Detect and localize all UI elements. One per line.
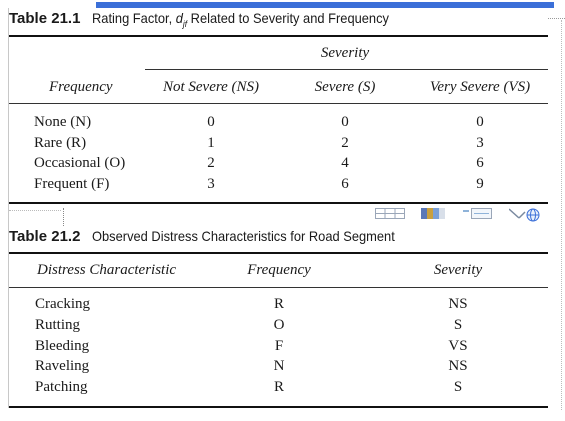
table2-caption: Observed Distress Characteristics for Ro… (92, 228, 396, 244)
table2-cell: S (453, 316, 463, 333)
table1-cell: 4 (341, 155, 349, 171)
table1-caption-b: Related to Severity and Frequency (187, 10, 390, 26)
table2-col-header: Frequency (247, 262, 311, 278)
table1-row-label: Frequent (F) (34, 175, 110, 192)
table1-cell: 3 (476, 134, 484, 151)
table2-header-rule (9, 287, 548, 288)
table1-cell: 9 (476, 175, 484, 192)
table1-row-label: Occasional (O) (34, 155, 126, 171)
table1-caption-sub: jf (183, 18, 188, 29)
dotted-guide-right (561, 20, 562, 410)
table1-header-rule (9, 103, 548, 104)
table-layout-icon[interactable] (375, 208, 405, 219)
table1-group-header: Severity (320, 45, 370, 61)
table2-cell: N (273, 358, 285, 375)
dotted-guide-top (548, 18, 565, 19)
table2-row-label: Cracking (35, 296, 90, 312)
table1-number: Table 21.1 (9, 10, 81, 27)
table1-cell: 0 (341, 114, 349, 130)
color-swatch-icon[interactable] (421, 208, 445, 219)
table1-col-header: Severe (S) (314, 79, 376, 95)
table2-col-header: Distress Characteristic (37, 262, 177, 278)
table1-col-header: Frequency (49, 79, 113, 95)
table1-cell: 0 (207, 114, 215, 130)
table1-caption-a: Rating Factor, (92, 10, 177, 26)
selection-accent-bar (96, 2, 554, 8)
table2-cell: F (274, 337, 284, 354)
table1-cell: 3 (207, 175, 215, 192)
table2-bottom-rule (9, 406, 548, 408)
table1-cell: 6 (476, 155, 484, 171)
table1-title: Table 21.1 Rating Factor, djf Related to … (9, 10, 415, 29)
text-box-icon[interactable] (463, 208, 493, 219)
table1-group-rule (145, 69, 548, 70)
table1-row-label: Rare (R) (34, 134, 87, 151)
table1-cell: 6 (341, 175, 349, 192)
table1-cell: 0 (476, 114, 484, 130)
table1-caption: Rating Factor, djf Related to Severity a… (92, 10, 389, 29)
table2-cell: R (273, 296, 285, 312)
table2-top-rule (9, 252, 548, 254)
table1-col-header: Not Severe (NS) (162, 79, 260, 95)
table1-bottom-rule (9, 202, 548, 204)
dotted-guide-vertical (63, 208, 64, 226)
table2-row-label: Raveling (35, 358, 90, 375)
table2-cell: R (273, 379, 285, 396)
table1-top-rule (9, 35, 548, 37)
table1-row-label: None (N) (34, 114, 92, 130)
table2-row-label: Rutting (35, 316, 81, 333)
table1-cell: 2 (341, 134, 349, 151)
dotted-guide-mid (9, 210, 61, 211)
table1-col-header: Very Severe (VS) (429, 79, 531, 95)
pen-globe-icon[interactable] (509, 208, 541, 222)
table2-cell: NS (448, 296, 468, 312)
table2-cell: VS (448, 337, 468, 354)
table1-cell: 1 (207, 134, 215, 151)
table2-col-header: Severity (433, 262, 483, 278)
table1-cell: 2 (207, 155, 215, 171)
page-margin-line (8, 8, 9, 408)
table2-number: Table 21.2 (9, 228, 81, 245)
table2-row-label: Bleeding (35, 337, 90, 354)
table2-cell: NS (448, 358, 468, 375)
table2-row-label: Patching (35, 379, 88, 396)
table2-cell: S (453, 379, 463, 396)
table2-title: Table 21.2 Observed Distress Characterist… (9, 228, 422, 245)
table2-cell: O (273, 316, 285, 333)
table1-caption-var: d (176, 10, 184, 26)
